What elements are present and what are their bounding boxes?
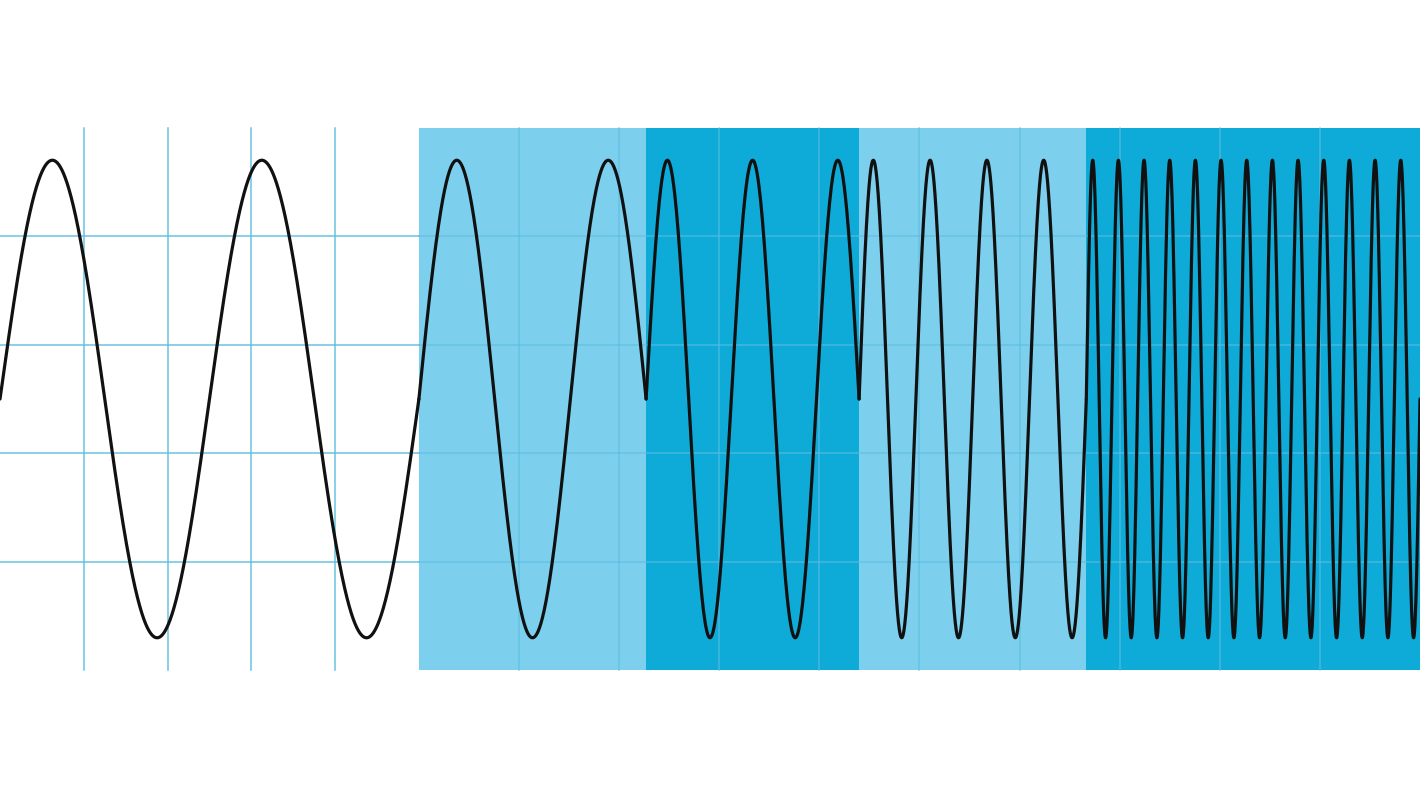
Bar bbox=[419, 128, 646, 670]
Bar bbox=[646, 128, 859, 670]
Bar bbox=[0, 128, 419, 670]
Bar bbox=[1086, 128, 1420, 670]
Bar bbox=[859, 128, 1086, 670]
